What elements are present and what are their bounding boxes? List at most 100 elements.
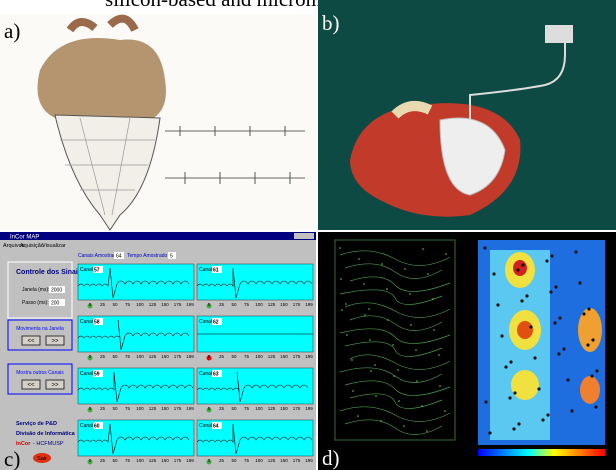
electrode-dot: [421, 405, 423, 407]
x-tick-label: 50: [112, 406, 118, 411]
electrode-dot: [416, 380, 418, 382]
value[interactable]: 2000: [51, 288, 62, 294]
exit-button[interactable]: Sair: [37, 456, 47, 462]
x-tick-label: 100: [255, 302, 263, 307]
electrode-dot: [574, 250, 577, 253]
electrode-dot: [352, 390, 354, 392]
x-tick-label: 125: [149, 302, 157, 307]
x-tick-label: 25: [219, 458, 225, 463]
window-title: InCor MAP: [10, 235, 39, 241]
x-tick-label: 175: [174, 354, 182, 359]
x-tick-label: 125: [149, 354, 157, 359]
x-tick-label: 150: [280, 354, 288, 359]
electrode-dot: [562, 347, 565, 350]
panel-label: d): [322, 446, 340, 470]
x-tick-label: 150: [161, 458, 169, 463]
electrode-dot: [582, 312, 585, 315]
group-title: Mostra outros Canais: [16, 370, 64, 376]
electrode-dot: [483, 246, 486, 249]
credit: Divisão de Informática: [16, 431, 76, 437]
electrode-dot: [578, 281, 581, 284]
electrode-dot: [339, 247, 341, 249]
electrode-dot: [369, 339, 371, 341]
x-tick-label: 150: [280, 458, 288, 463]
electrode-dot: [545, 259, 548, 262]
channel-label: Canal: [199, 267, 212, 273]
button[interactable]: >>: [51, 339, 59, 345]
x-tick-label: 75: [125, 302, 131, 307]
menu-item[interactable]: Visualizar: [42, 243, 66, 249]
channel-label: Canal: [80, 423, 93, 429]
panel-a: a): [0, 14, 316, 230]
electrode-dot: [341, 309, 343, 311]
electrode-dot: [370, 370, 372, 372]
x-tick-label: 125: [268, 406, 276, 411]
x-tick-label: 50: [231, 406, 237, 411]
electrode-dot: [357, 415, 359, 417]
x-tick-label: 50: [231, 354, 237, 359]
figure: silicon-based and micromachining technol…: [0, 0, 616, 470]
panel-b: b): [318, 0, 616, 230]
electrode-dot: [387, 319, 389, 321]
electrode-dot: [508, 396, 511, 399]
electrode-dot: [566, 378, 569, 381]
electrode-dot: [590, 374, 593, 377]
electrode-dot: [345, 303, 347, 305]
x-tick-label: 100: [255, 406, 263, 411]
x-tick-label: 25: [219, 406, 225, 411]
electrode-dot: [504, 365, 507, 368]
x-tick-label: 175: [293, 302, 301, 307]
value: 5: [170, 254, 173, 260]
electrode-dot: [492, 272, 495, 275]
channel-label: Canal: [80, 319, 93, 325]
electrode-dot: [340, 278, 342, 280]
x-tick-label: 175: [174, 458, 182, 463]
button[interactable]: >>: [51, 383, 59, 389]
x-tick-label: 125: [149, 458, 157, 463]
electrode-dot: [427, 273, 429, 275]
electrode-dot: [591, 338, 594, 341]
x-tick-label: 150: [161, 302, 169, 307]
x-tick-label: 199: [305, 354, 313, 359]
channel-number: 61: [213, 268, 219, 274]
x-tick-label: 25: [219, 302, 225, 307]
panel-d: d): [318, 232, 616, 470]
electrode-dot: [587, 307, 590, 310]
group-title: Movimenta na Janela: [16, 326, 64, 332]
x-tick-label: 50: [231, 458, 237, 463]
x-tick-label: 125: [149, 406, 157, 411]
electrode-dot: [374, 364, 376, 366]
panel-c: InCor MAP Arquivos Aquisição Visualizar …: [0, 232, 316, 470]
electrode-dot: [444, 410, 446, 412]
electrode-dot: [553, 321, 556, 324]
electrode-dot: [521, 263, 524, 266]
electrode-dot: [537, 387, 540, 390]
x-tick-label: 175: [293, 458, 301, 463]
x-tick-label: 100: [255, 354, 263, 359]
electrode-dot: [346, 334, 348, 336]
button[interactable]: <<: [27, 339, 35, 345]
electrode-dot: [594, 405, 597, 408]
x-tick-label: 199: [186, 354, 194, 359]
menu-item[interactable]: Aquisição: [20, 243, 44, 249]
channel-label: Canal: [80, 371, 93, 377]
x-tick-label: 75: [244, 302, 250, 307]
channel-number: 64: [213, 424, 219, 430]
value: 64: [116, 254, 122, 260]
x-tick-label: 175: [293, 354, 301, 359]
label: Passo (ms):: [22, 300, 49, 306]
value[interactable]: 200: [51, 301, 60, 307]
x-tick-label: 100: [136, 406, 144, 411]
x-tick-label: 125: [268, 354, 276, 359]
button[interactable]: <<: [27, 383, 35, 389]
x-tick-label: 25: [100, 302, 106, 307]
electrode-dot: [517, 422, 520, 425]
electrode-dot: [529, 325, 532, 328]
x-tick-label: 175: [174, 406, 182, 411]
electrode-dot: [496, 303, 499, 306]
electrode-dot: [409, 293, 411, 295]
electrode-dot: [432, 298, 434, 300]
electrode-dot: [484, 400, 487, 403]
x-tick-label: 150: [161, 354, 169, 359]
x-tick-label: 50: [112, 354, 118, 359]
